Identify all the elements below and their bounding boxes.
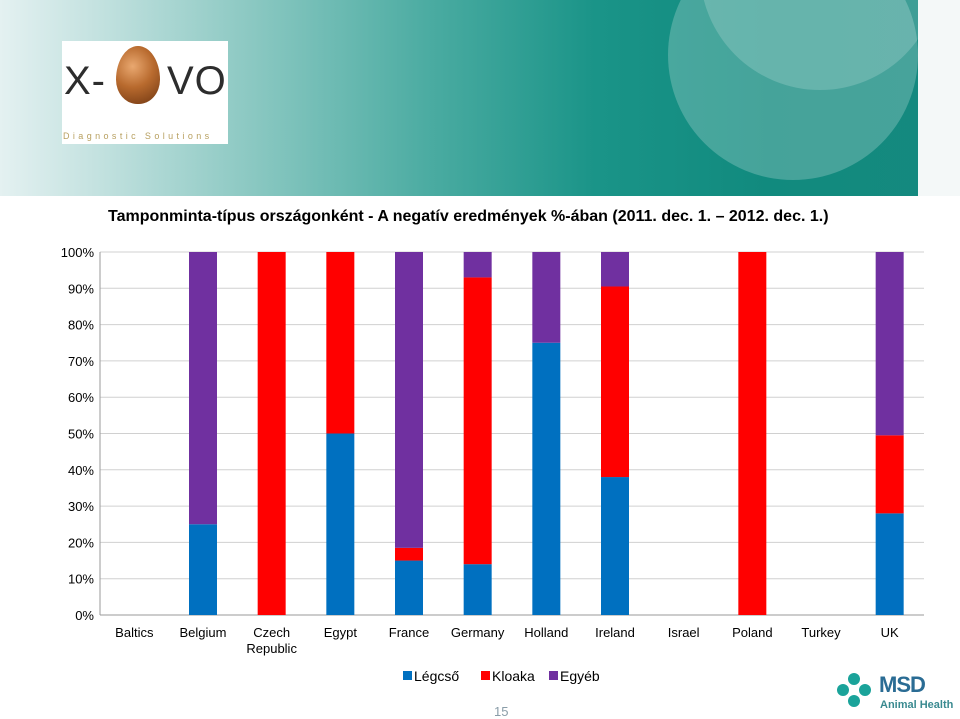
x-tick-label: Egypt [324,625,358,640]
bar-segment [875,435,904,514]
legend-swatch [481,671,490,680]
chart-title: Tamponminta-típus országonként - A negat… [108,208,829,225]
y-tick-label: 0% [75,608,94,623]
legend-label: Légcső [414,668,460,684]
bar-segment [875,513,904,615]
x-tick-label: Belgium [180,625,227,640]
logo-text-left: X- [64,59,106,103]
bar-segment [875,252,904,436]
y-tick-label: 50% [68,427,94,442]
bar-segment [463,564,492,615]
x-tick-label: Israel [668,625,700,640]
y-tick-label: 30% [68,499,94,514]
legend-swatch [549,671,558,680]
legend-item: Légcső [403,668,459,684]
legend-label: Kloaka [492,668,535,684]
msd-logo: MSD Animal Health [836,666,960,717]
x-tick-label: UK [881,625,899,640]
bar-segment [463,252,492,278]
bar-segment [738,252,767,615]
logo-tagline: Diagnostic Solutions [63,131,213,141]
y-tick-label: 100% [61,245,95,260]
x-tick-label: Czech Republic [246,625,297,656]
bar-segment [532,252,561,343]
bar-segment [257,252,286,615]
x-tick-label: Poland [732,625,772,640]
y-tick-label: 70% [68,354,94,369]
y-tick-label: 60% [68,390,94,405]
x-tick-label: France [389,625,429,640]
bar-segment [395,547,423,561]
bar-segment [463,277,492,565]
msd-mark-icon [837,673,871,707]
bar-segment [601,286,629,478]
y-tick-label: 10% [68,572,94,587]
logo-text-right: VO [167,59,227,103]
bar-segment [532,342,561,615]
msd-brand: MSD [879,672,926,697]
msd-brand-sub: Animal Health [880,699,954,711]
banner-edge [918,0,960,196]
x-tick-label: Baltics [115,625,154,640]
bar-segment [395,252,423,548]
bar-segment [395,560,423,615]
legend-label: Egyéb [560,668,600,684]
page-number: 15 [494,704,509,719]
legend-item: Kloaka [481,668,535,684]
xovo-logo: X- VO Diagnostic Solutions [62,41,228,144]
x-tick-label: Ireland [595,625,635,640]
legend-swatch [403,671,412,680]
y-tick-label: 80% [68,318,94,333]
x-tick-label: Holland [524,625,568,640]
y-tick-label: 40% [68,463,94,478]
egg-icon [116,46,160,104]
bar-segment [189,524,217,615]
legend-item: Egyéb [549,668,600,684]
bar-segment [189,252,217,525]
x-tick-label: Turkey [801,625,841,640]
bar-segment [601,477,629,615]
bar-segment [326,433,355,615]
y-tick-label: 20% [68,535,94,550]
bar-segment [326,252,355,434]
bar-segment [601,252,629,287]
y-tick-label: 90% [68,281,94,296]
x-tick-label: Germany [451,625,505,640]
